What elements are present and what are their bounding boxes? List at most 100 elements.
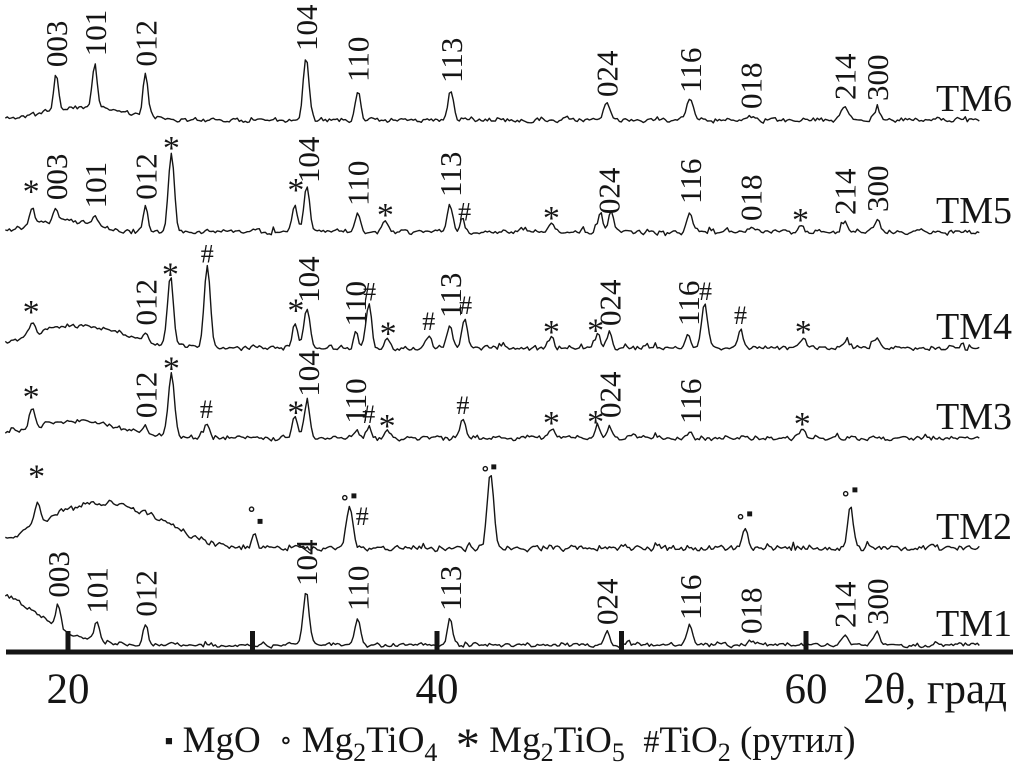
phase-symbol: *	[380, 316, 397, 353]
peak-label-018: 018	[734, 175, 769, 222]
trace-TM6	[4, 59, 980, 124]
peak-label-300: 300	[860, 579, 895, 626]
phase-symbol: *	[794, 406, 811, 443]
peak-label-214: 214	[828, 53, 863, 100]
phase-symbol: #	[699, 277, 712, 306]
peak-label-116: 116	[673, 575, 708, 620]
phase-symbol: ▪	[350, 485, 357, 507]
peak-label-104: 104	[289, 4, 324, 51]
phase-symbol: *	[163, 130, 180, 167]
phase-symbol: *	[28, 459, 45, 496]
peak-label-024: 024	[593, 371, 628, 418]
peak-label-214: 214	[828, 168, 863, 215]
phase-symbol: *	[379, 408, 396, 445]
peak-label-116: 116	[673, 48, 708, 93]
trace-TM3	[4, 372, 980, 442]
peak-label-104: 104	[291, 350, 326, 397]
peak-label-003: 003	[39, 154, 74, 201]
series-label-TM5: TM5	[936, 190, 1012, 232]
trace-TM5	[5, 152, 980, 237]
peak-label-113: 113	[433, 566, 468, 611]
phase-symbol: #	[200, 395, 213, 424]
trace-TM1	[4, 592, 980, 649]
peak-label-104: 104	[291, 256, 326, 303]
phase-symbol: #	[459, 291, 472, 320]
peak-label-018: 018	[734, 588, 769, 635]
series-label-TM1: TM1	[936, 603, 1012, 645]
peak-label-116: 116	[673, 159, 708, 204]
peak-label-101: 101	[80, 567, 115, 614]
x-axis-tick-label: 20	[47, 666, 90, 713]
peak-label-110: 110	[341, 37, 376, 82]
phase-symbol: ∘	[340, 487, 350, 509]
peak-label-104: 104	[289, 539, 324, 586]
peak-label-003: 003	[39, 21, 74, 68]
phase-symbol: *	[543, 200, 560, 237]
phase-symbol: #	[201, 240, 214, 269]
phase-symbol: *	[795, 314, 812, 351]
phase-symbol: *	[23, 379, 40, 416]
peak-label-012: 012	[128, 153, 163, 200]
peak-label-104: 104	[291, 136, 326, 183]
phase-symbol: *	[287, 293, 304, 330]
peak-label-101: 101	[78, 10, 113, 57]
peak-label-110: 110	[341, 161, 376, 206]
phase-symbol: *	[287, 394, 304, 431]
phase-symbol: *	[287, 172, 304, 209]
phase-symbol: #	[734, 301, 747, 330]
trace-TM4	[4, 264, 980, 352]
phase-symbol: ▪	[256, 511, 263, 533]
peak-label-024: 024	[592, 167, 627, 214]
phase-symbol: *	[163, 350, 180, 387]
phase-symbol: #	[356, 502, 369, 531]
phase-symbol: *	[377, 197, 394, 234]
phase-symbol: #	[458, 197, 471, 226]
peak-label-110: 110	[338, 281, 373, 326]
peak-label-018: 018	[734, 63, 769, 110]
trace-TM2	[5, 475, 980, 553]
phase-symbol: *	[587, 404, 604, 441]
peak-label-110: 110	[341, 566, 376, 611]
peak-label-300: 300	[860, 166, 895, 213]
phase-symbol: #	[362, 400, 375, 429]
peak-label-024: 024	[590, 50, 625, 97]
peak-label-024: 024	[593, 279, 628, 326]
peak-label-012: 012	[128, 279, 163, 326]
phase-symbol: ∘	[736, 506, 746, 528]
x-axis-tick-label: 60	[785, 666, 828, 713]
legend: ▪ MgO ∘ Mg2TiO4 * Mg2TiO5 #TiO2 (рутил)	[164, 719, 855, 772]
series-label-TM2: TM2	[936, 506, 1012, 548]
phase-symbol: ▪	[746, 503, 753, 525]
peak-label-110: 110	[338, 378, 373, 423]
peak-label-101: 101	[78, 162, 113, 209]
phase-symbol: *	[792, 202, 809, 239]
phase-symbol: #	[422, 307, 435, 336]
peak-label-012: 012	[128, 570, 163, 617]
phase-symbol: ∘	[480, 458, 490, 480]
series-label-TM3: TM3	[936, 396, 1012, 438]
peak-label-214: 214	[828, 581, 863, 628]
phase-symbol: *	[23, 173, 40, 210]
peak-label-113: 113	[433, 273, 468, 318]
series-label-TM4: TM4	[936, 306, 1012, 348]
phase-symbol: #	[456, 391, 469, 420]
peak-label-003: 003	[41, 551, 76, 598]
phase-symbol: ▪	[490, 456, 497, 478]
peak-label-116: 116	[673, 379, 708, 424]
x-axis-tick-label: 40	[416, 666, 459, 713]
phase-symbol: *	[543, 405, 560, 442]
phase-symbol: *	[543, 314, 560, 351]
peak-label-113: 113	[433, 152, 468, 197]
phase-symbol: *	[162, 256, 179, 293]
phase-symbol: ▪	[851, 479, 858, 501]
phase-symbol: ∘	[247, 499, 257, 521]
peak-label-012: 012	[128, 20, 163, 67]
peak-label-012: 012	[128, 372, 163, 419]
peak-label-300: 300	[860, 55, 895, 102]
peak-label-024: 024	[590, 578, 625, 625]
phase-symbol: ∘	[841, 483, 851, 505]
phase-symbol: #	[363, 277, 376, 306]
series-label-TM6: TM6	[936, 78, 1012, 120]
